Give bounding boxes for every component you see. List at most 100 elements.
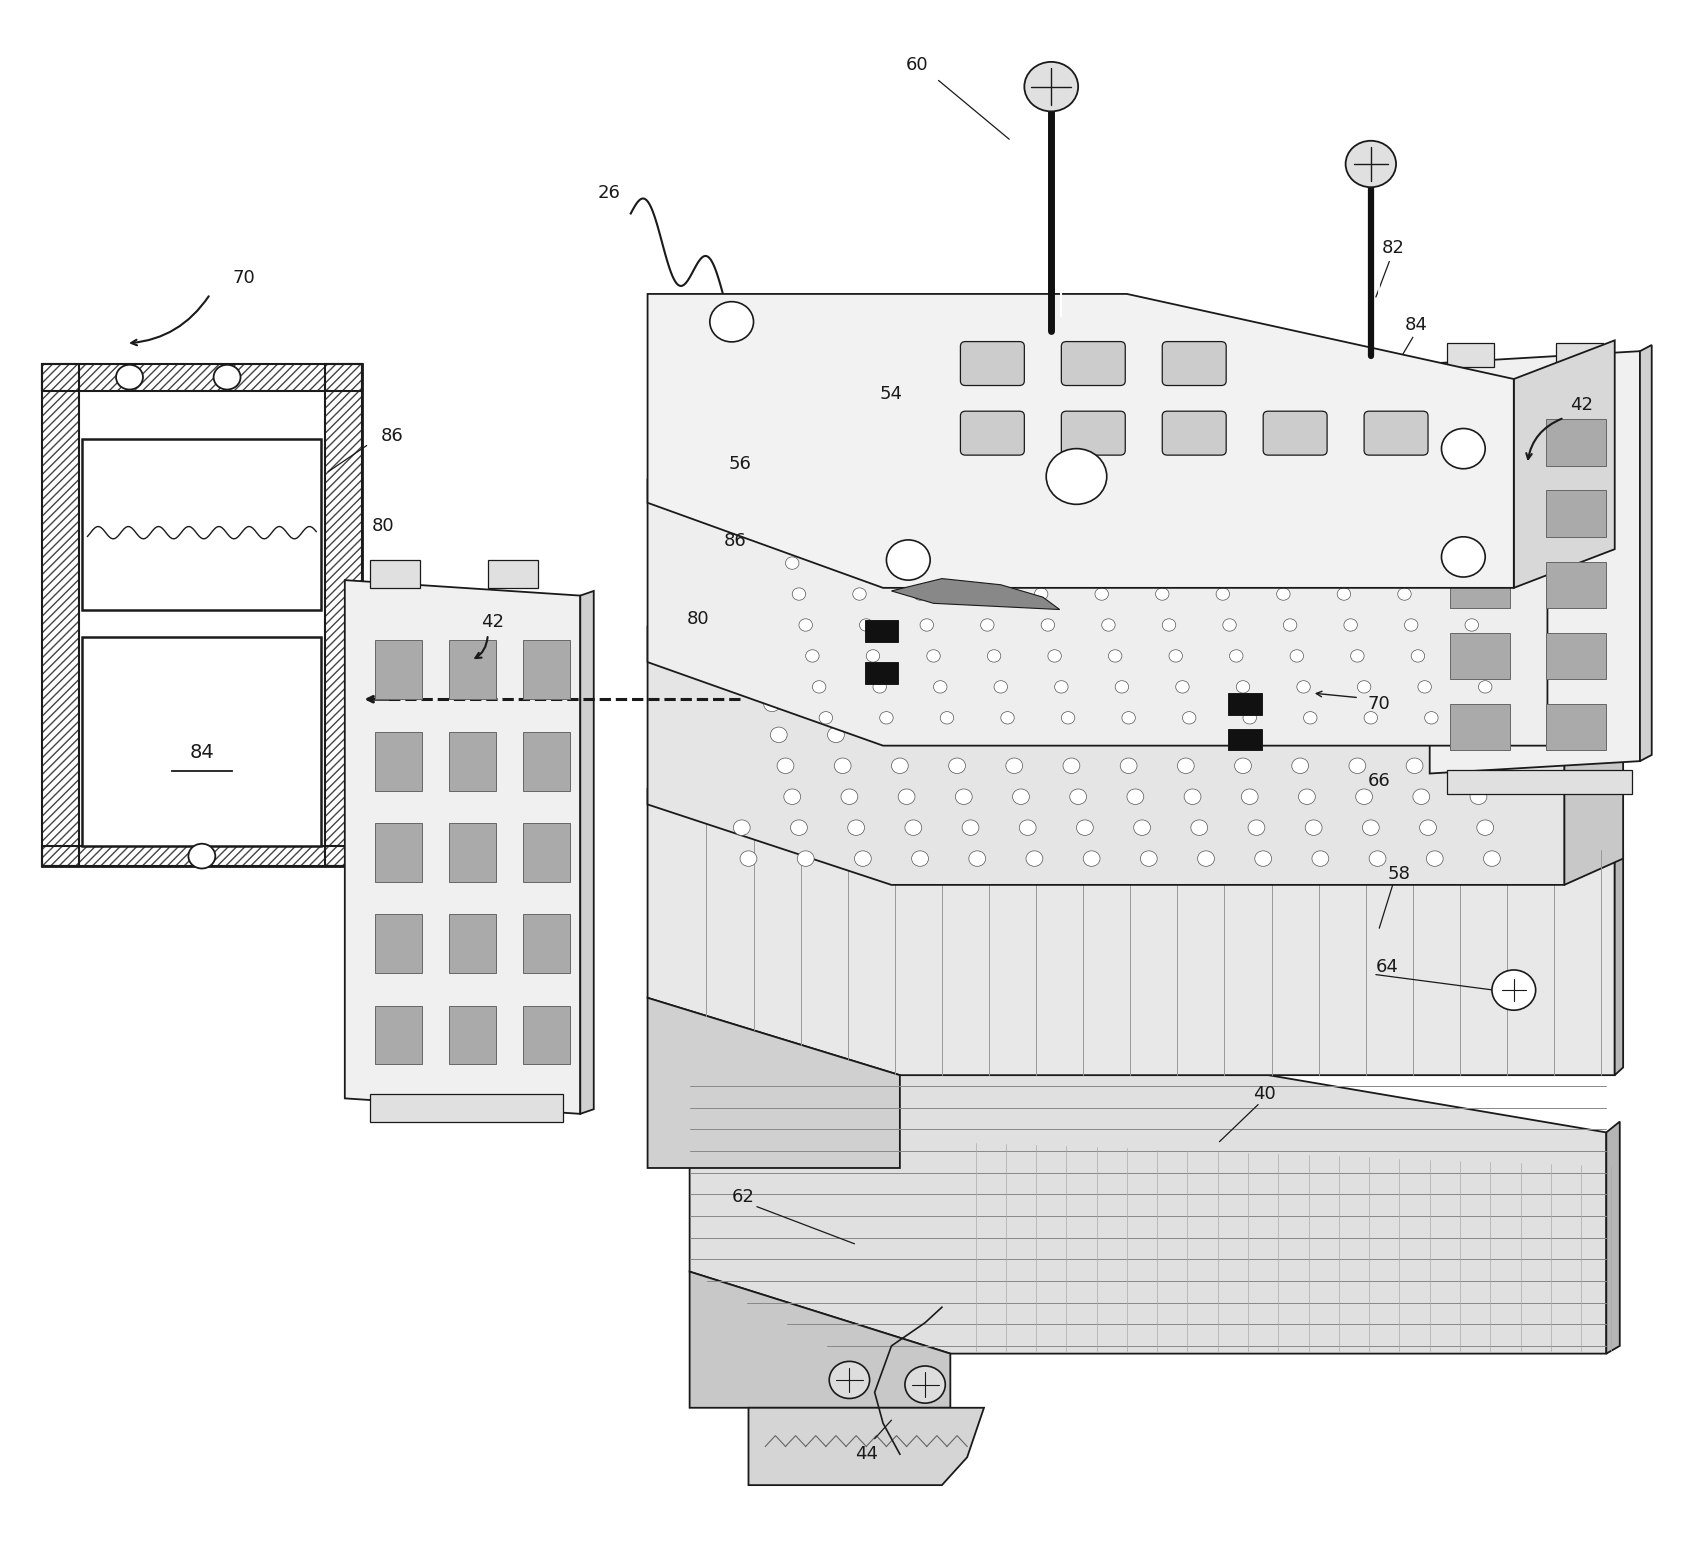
Polygon shape <box>891 579 1060 610</box>
Circle shape <box>1134 820 1150 835</box>
Polygon shape <box>1640 345 1652 761</box>
Circle shape <box>1198 851 1214 866</box>
Circle shape <box>1472 650 1485 662</box>
Circle shape <box>785 557 799 569</box>
Polygon shape <box>648 789 1615 1075</box>
Bar <box>1556 343 1603 367</box>
Circle shape <box>1283 619 1297 631</box>
Circle shape <box>1046 449 1107 504</box>
Circle shape <box>994 681 1008 693</box>
Circle shape <box>1255 851 1272 866</box>
Text: 26: 26 <box>597 184 621 203</box>
Circle shape <box>992 696 1009 712</box>
Circle shape <box>1470 789 1487 804</box>
Circle shape <box>1248 820 1265 835</box>
Circle shape <box>846 557 860 569</box>
FancyBboxPatch shape <box>1162 412 1226 455</box>
Text: 40: 40 <box>1253 1084 1277 1103</box>
Circle shape <box>1230 650 1243 662</box>
Circle shape <box>188 843 215 868</box>
Bar <box>370 1094 563 1122</box>
Circle shape <box>779 526 792 538</box>
Circle shape <box>1465 619 1478 631</box>
FancyBboxPatch shape <box>960 412 1024 455</box>
Bar <box>865 662 898 684</box>
Circle shape <box>1485 712 1499 724</box>
Text: 82: 82 <box>1381 238 1404 257</box>
Circle shape <box>1108 650 1122 662</box>
Circle shape <box>853 588 866 600</box>
Text: 64: 64 <box>1376 958 1399 976</box>
Bar <box>375 914 422 973</box>
Circle shape <box>1221 696 1238 712</box>
Circle shape <box>1028 557 1041 569</box>
Bar <box>865 620 898 642</box>
Bar <box>42 846 362 866</box>
Circle shape <box>1263 526 1277 538</box>
Circle shape <box>886 540 930 580</box>
Circle shape <box>1182 712 1196 724</box>
Circle shape <box>1083 851 1100 866</box>
Circle shape <box>898 789 915 804</box>
Circle shape <box>1426 851 1443 866</box>
Circle shape <box>1351 650 1364 662</box>
Circle shape <box>1484 851 1500 866</box>
Polygon shape <box>1564 668 1623 885</box>
Bar <box>1450 704 1510 750</box>
Circle shape <box>905 1366 945 1403</box>
Text: 54: 54 <box>880 385 903 404</box>
Circle shape <box>1452 557 1465 569</box>
Circle shape <box>1305 820 1322 835</box>
Circle shape <box>1404 619 1418 631</box>
Circle shape <box>806 650 819 662</box>
Circle shape <box>880 712 893 724</box>
Bar <box>1546 562 1606 608</box>
Circle shape <box>1113 727 1130 743</box>
Circle shape <box>1061 712 1075 724</box>
Circle shape <box>949 758 965 774</box>
Circle shape <box>1297 681 1310 693</box>
Bar <box>375 640 422 699</box>
Polygon shape <box>748 1408 984 1485</box>
Circle shape <box>1290 650 1304 662</box>
Text: 86: 86 <box>380 427 404 446</box>
Circle shape <box>1344 619 1357 631</box>
Circle shape <box>935 696 952 712</box>
Polygon shape <box>345 580 580 1114</box>
Bar <box>42 364 362 391</box>
Circle shape <box>860 619 873 631</box>
Bar <box>449 1006 496 1064</box>
Circle shape <box>116 365 143 390</box>
Circle shape <box>900 526 913 538</box>
Bar <box>42 846 362 866</box>
Circle shape <box>1191 820 1208 835</box>
Text: 42: 42 <box>1569 396 1593 415</box>
Text: 70: 70 <box>232 269 256 288</box>
Circle shape <box>940 712 954 724</box>
Circle shape <box>969 851 986 866</box>
Bar <box>370 560 420 588</box>
Bar <box>375 823 422 882</box>
Bar <box>375 732 422 791</box>
Circle shape <box>1285 727 1302 743</box>
Circle shape <box>1164 696 1181 712</box>
Circle shape <box>1063 758 1080 774</box>
Circle shape <box>1312 851 1329 866</box>
Circle shape <box>1102 619 1115 631</box>
Circle shape <box>873 681 886 693</box>
Text: 84: 84 <box>190 743 214 761</box>
Circle shape <box>1411 650 1425 662</box>
Circle shape <box>1336 696 1352 712</box>
Circle shape <box>1362 820 1379 835</box>
Circle shape <box>777 758 794 774</box>
Circle shape <box>960 526 974 538</box>
FancyBboxPatch shape <box>960 342 1024 385</box>
Bar <box>82 439 321 610</box>
Text: 70: 70 <box>1367 695 1391 713</box>
Circle shape <box>1115 681 1129 693</box>
Circle shape <box>1050 696 1066 712</box>
Circle shape <box>1034 588 1048 600</box>
Circle shape <box>1243 712 1256 724</box>
Circle shape <box>1393 696 1410 712</box>
Circle shape <box>828 727 844 743</box>
